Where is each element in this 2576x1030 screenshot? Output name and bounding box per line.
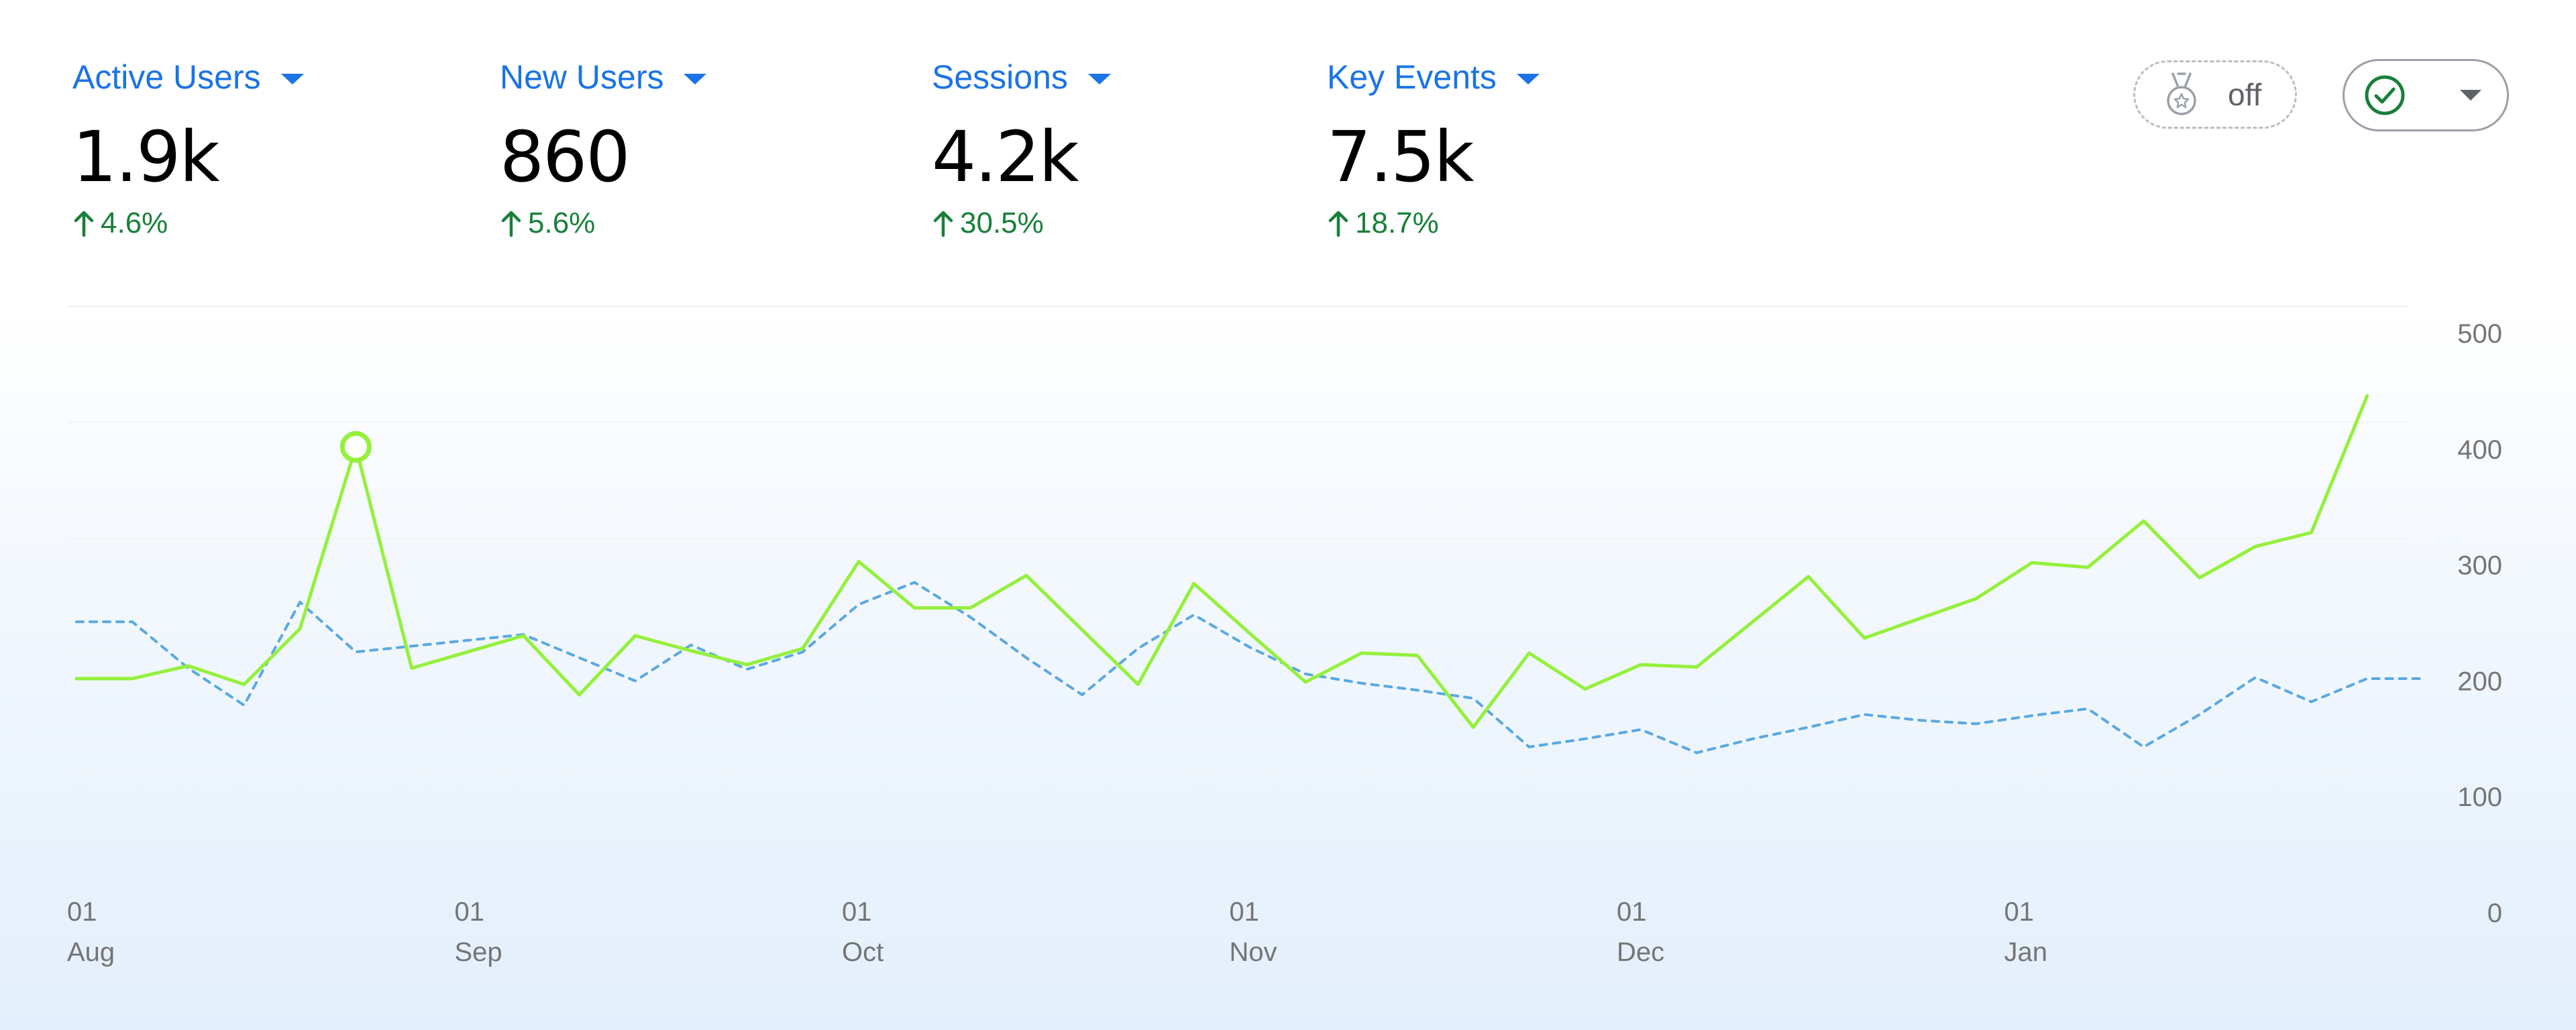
metric-selector[interactable]: Active Users [72, 54, 448, 101]
chart-series [74, 394, 2424, 754]
y-tick-label: 400 [2457, 435, 2502, 465]
x-tick-month: Dec [1617, 937, 1664, 967]
metric-change: 4.6% [72, 207, 448, 240]
metric-label[interactable]: Active Users [72, 58, 261, 96]
x-tick-day: 01 [455, 897, 485, 927]
series-line-current-period[interactable] [74, 394, 2369, 730]
badge-toggle-label: off [2228, 77, 2262, 112]
arrow-up-icon [501, 211, 521, 237]
arrow-up-icon [1328, 211, 1348, 237]
x-tick-month: Jan [2004, 937, 2048, 967]
metric-value: 1.9k [72, 116, 220, 198]
metric-label[interactable]: Sessions [932, 58, 1068, 96]
metric-change-value: 5.6% [528, 207, 596, 239]
x-tick-day: 01 [1617, 897, 1647, 927]
x-tick-day: 01 [1230, 897, 1260, 927]
y-tick-label: 300 [2457, 551, 2502, 581]
metric-selector[interactable]: Key Events [1327, 54, 1703, 101]
medal-icon [2167, 72, 2196, 115]
series-line-previous-period[interactable] [75, 581, 2424, 754]
metric-sessions: Sessions 4.2k 30.5% [932, 54, 1307, 240]
chevron-down-icon[interactable] [684, 74, 707, 84]
y-tick-label: 500 [2457, 319, 2502, 349]
y-axis: 0 100 200 300 400 500 [2457, 319, 2502, 928]
metric-change-value: 30.5% [960, 207, 1044, 239]
x-tick-day: 01 [67, 897, 97, 927]
check-circle-icon [2365, 75, 2405, 115]
x-axis: 01 Aug 01 Sep 01 Oct 01 Nov 01 Dec 01 Jan [67, 897, 2047, 967]
x-tick-month: Aug [67, 937, 115, 967]
metric-change: 5.6% [500, 207, 875, 240]
metric-change: 18.7% [1327, 207, 1703, 240]
chevron-down-icon[interactable] [1087, 74, 1111, 84]
x-tick-day: 01 [842, 897, 872, 927]
status-dropdown[interactable] [2343, 59, 2509, 131]
metric-active-users: Active Users 1.9k 4.6% [72, 54, 448, 240]
y-tick-label: 0 [2487, 899, 2502, 928]
metric-change-value: 18.7% [1355, 207, 1439, 239]
metric-value: 4.2k [932, 116, 1079, 198]
y-tick-label: 200 [2457, 667, 2502, 696]
x-tick-month: Oct [842, 937, 883, 967]
y-tick-label: 100 [2457, 783, 2502, 812]
arrow-up-icon [933, 211, 953, 237]
x-tick-day: 01 [2004, 897, 2035, 927]
metric-value: 860 [500, 116, 631, 198]
metric-key-events: Key Events 7.5k 18.7% [1327, 54, 1703, 240]
badge-toggle[interactable]: off [2133, 60, 2297, 129]
chevron-down-icon [2460, 90, 2481, 101]
chevron-down-icon[interactable] [1516, 74, 1540, 84]
metric-new-users: New Users 860 5.6% [500, 54, 875, 240]
metric-change: 30.5% [932, 207, 1307, 240]
chevron-down-icon[interactable] [280, 74, 304, 84]
metric-selector[interactable]: Sessions [932, 54, 1307, 101]
metric-label[interactable]: New Users [500, 58, 664, 96]
highlight-point[interactable] [339, 431, 372, 463]
metric-change-value: 4.6% [101, 207, 168, 239]
metric-selector[interactable]: New Users [500, 54, 875, 101]
metric-value: 7.5k [1327, 116, 1474, 198]
metric-label[interactable]: Key Events [1327, 58, 1497, 96]
chart-gridlines [67, 306, 2408, 771]
x-tick-month: Nov [1230, 937, 1277, 967]
arrow-up-icon [74, 211, 94, 237]
x-tick-month: Sep [455, 937, 502, 967]
